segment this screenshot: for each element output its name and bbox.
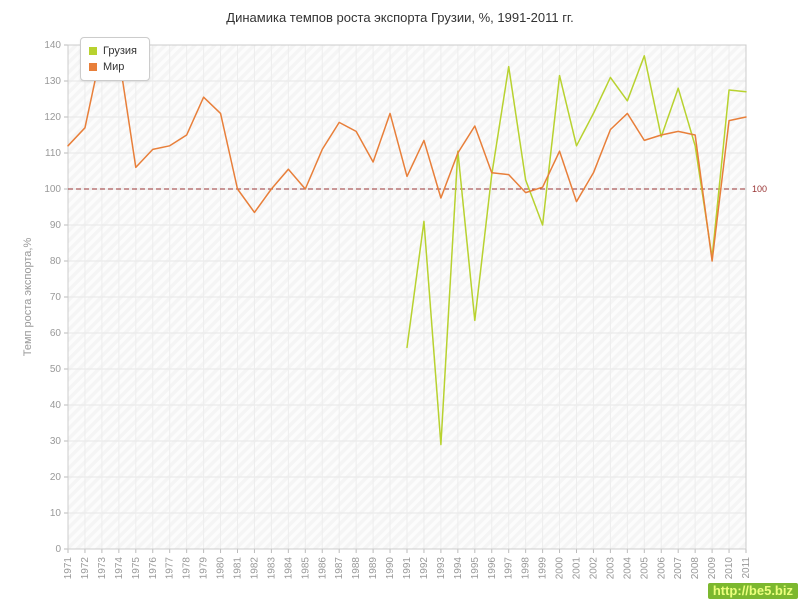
y-tick-label: 80 bbox=[50, 256, 62, 267]
x-tick-label: 1984 bbox=[283, 557, 294, 580]
x-tick-label: 1975 bbox=[131, 557, 142, 580]
x-tick-label: 1980 bbox=[216, 557, 227, 580]
world-swatch bbox=[89, 63, 97, 71]
legend-item-world[interactable]: Мир bbox=[89, 59, 137, 75]
legend-item-georgia[interactable]: Грузия bbox=[89, 43, 137, 59]
x-tick-label: 2005 bbox=[639, 557, 650, 580]
y-tick-label: 110 bbox=[45, 148, 61, 159]
guide-line-label: 100 bbox=[752, 184, 767, 194]
chart-title: Динамика темпов роста экспорта Грузии, %… bbox=[226, 10, 574, 25]
x-tick-label: 1992 bbox=[419, 557, 430, 580]
y-tick-label: 0 bbox=[55, 544, 61, 555]
x-tick-label: 1990 bbox=[385, 557, 396, 580]
y-tick-label: 70 bbox=[50, 292, 62, 303]
x-tick-label: 2004 bbox=[622, 557, 633, 580]
x-tick-label: 2001 bbox=[572, 557, 583, 580]
y-tick-label: 100 bbox=[44, 184, 61, 195]
y-tick-label: 10 bbox=[50, 508, 62, 519]
x-tick-label: 1981 bbox=[233, 557, 244, 580]
x-tick-label: 1972 bbox=[80, 557, 91, 580]
world-series-line bbox=[67, 47, 747, 262]
legend-label-world: Мир bbox=[103, 61, 125, 73]
y-tick-label: 120 bbox=[44, 112, 61, 123]
y-tick-label: 130 bbox=[44, 76, 61, 87]
x-tick-label: 2007 bbox=[673, 557, 684, 580]
x-tick-label: 2003 bbox=[605, 557, 616, 580]
y-tick-label: 40 bbox=[50, 400, 62, 411]
x-tick-label: 1978 bbox=[182, 557, 193, 580]
y-tick-label: 90 bbox=[50, 220, 62, 231]
x-tick-label: 1986 bbox=[317, 557, 328, 580]
x-tick-label: 1988 bbox=[351, 557, 362, 580]
y-tick-label: 140 bbox=[44, 40, 61, 51]
x-tick-label: 1976 bbox=[148, 557, 159, 580]
georgia-swatch bbox=[89, 47, 97, 55]
x-tick-label: 1995 bbox=[470, 557, 481, 580]
x-tick-label: 1977 bbox=[165, 557, 176, 580]
x-tick-label: 1991 bbox=[402, 557, 413, 580]
x-tick-label: 1996 bbox=[487, 557, 498, 580]
x-tick-label: 2000 bbox=[555, 557, 566, 580]
x-tick-label: 2009 bbox=[707, 557, 718, 580]
x-tick-label: 2008 bbox=[690, 557, 701, 580]
x-tick-label: 2010 bbox=[724, 557, 735, 580]
x-tick-label: 1973 bbox=[97, 557, 108, 580]
y-tick-label: 30 bbox=[50, 436, 62, 447]
x-tick-label: 2002 bbox=[588, 557, 599, 580]
watermark-link[interactable]: http://be5.biz bbox=[707, 583, 798, 599]
x-tick-label: 1989 bbox=[368, 557, 379, 580]
x-tick-label: 2006 bbox=[656, 557, 667, 580]
x-tick-label: 1993 bbox=[436, 557, 447, 580]
y-tick-label: 50 bbox=[50, 364, 62, 375]
legend: Грузия Мир bbox=[80, 37, 150, 81]
y-tick-label: 60 bbox=[50, 328, 62, 339]
x-tick-label: 1999 bbox=[538, 557, 549, 580]
x-tick-label: 1998 bbox=[521, 557, 532, 580]
y-tick-label: 20 bbox=[50, 472, 62, 483]
legend-label-georgia: Грузия bbox=[103, 45, 137, 57]
x-tick-label: 1997 bbox=[504, 557, 515, 580]
plot-border bbox=[67, 44, 747, 550]
x-tick-label: 1985 bbox=[300, 557, 311, 580]
x-tick-label: 1982 bbox=[249, 557, 260, 580]
y-axis-title: Темп роста экспорта,% bbox=[22, 237, 34, 357]
x-tick-label: 1994 bbox=[453, 557, 464, 580]
x-tick-label: 1974 bbox=[114, 557, 125, 580]
x-tick-label: 1987 bbox=[334, 557, 345, 580]
x-tick-label: 1983 bbox=[266, 557, 277, 580]
x-tick-label: 1979 bbox=[199, 557, 210, 580]
x-tick-label: 1971 bbox=[63, 557, 74, 580]
georgia-series-line bbox=[406, 55, 747, 446]
x-tick-label: 2011 bbox=[741, 557, 752, 579]
